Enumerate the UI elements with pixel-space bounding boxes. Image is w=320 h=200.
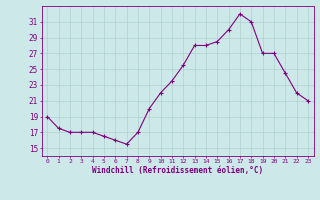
- X-axis label: Windchill (Refroidissement éolien,°C): Windchill (Refroidissement éolien,°C): [92, 166, 263, 175]
